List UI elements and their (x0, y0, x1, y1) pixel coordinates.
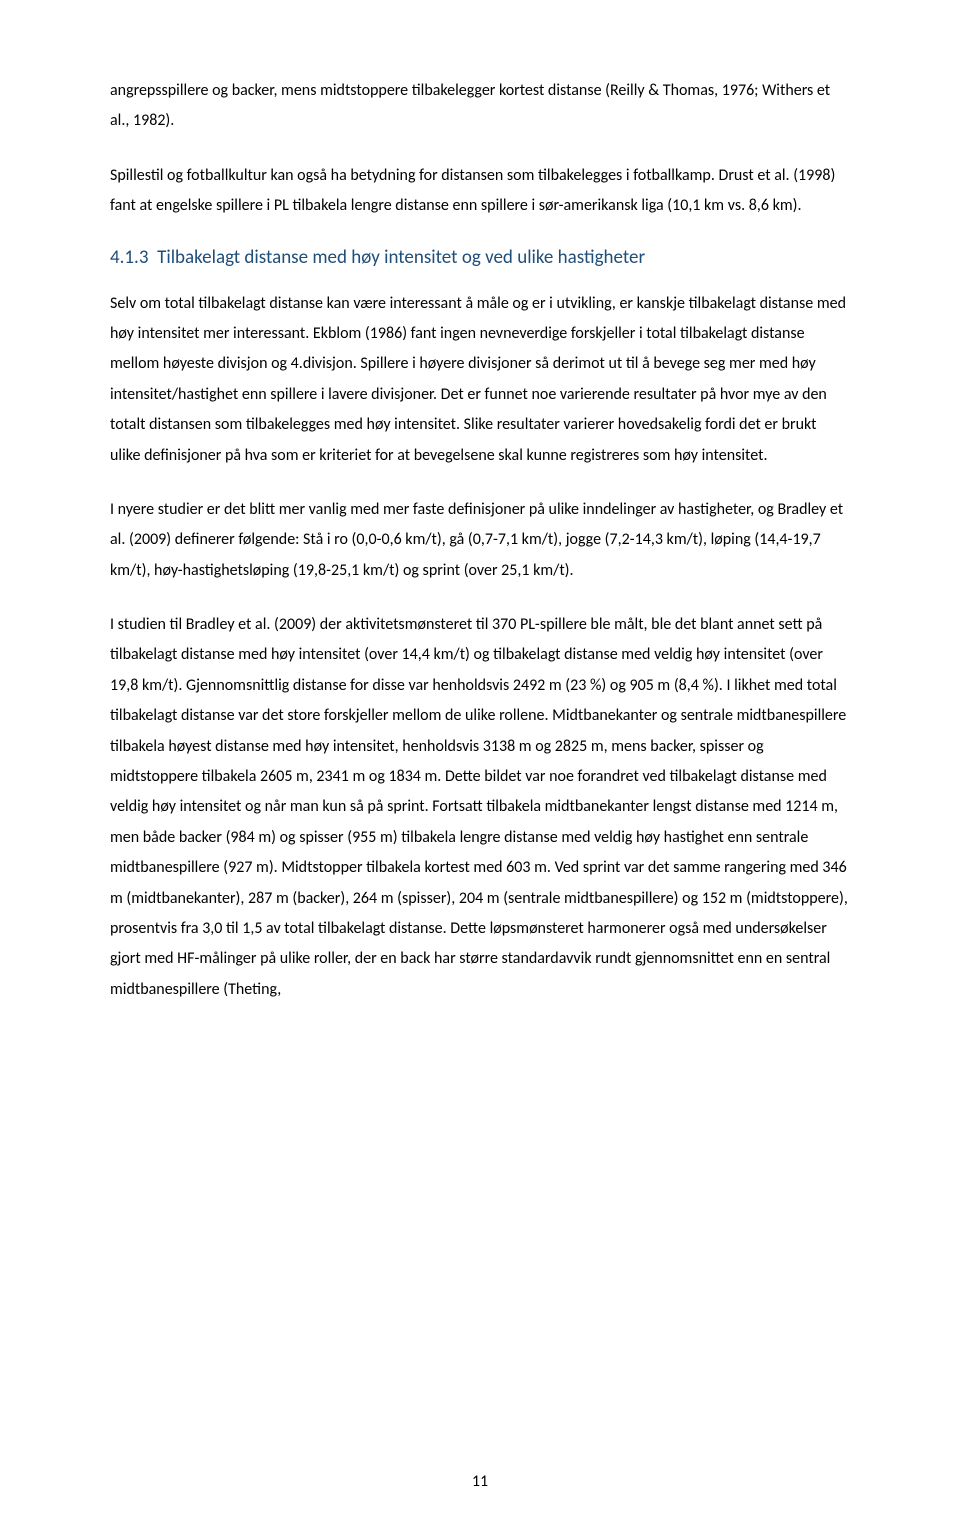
section-number: 4.1.3 (110, 246, 148, 269)
paragraph-4: I nyere studier er det blitt mer vanlig … (110, 495, 850, 586)
page-container: angrepsspillere og backer, mens midtstop… (0, 0, 960, 1521)
section-title: Tilbakelagt distanse med høy intensitet … (157, 246, 645, 269)
page-number: 11 (472, 1472, 488, 1491)
paragraph-2: Spillestil og fotballkultur kan også ha … (110, 161, 850, 222)
paragraph-1: angrepsspillere og backer, mens midtstop… (110, 76, 850, 137)
section-heading: 4.1.3 Tilbakelagt distanse med høy inten… (110, 246, 850, 269)
paragraph-3: Selv om total tilbakelagt distanse kan v… (110, 289, 850, 471)
paragraph-5: I studien til Bradley et al. (2009) der … (110, 610, 850, 1005)
